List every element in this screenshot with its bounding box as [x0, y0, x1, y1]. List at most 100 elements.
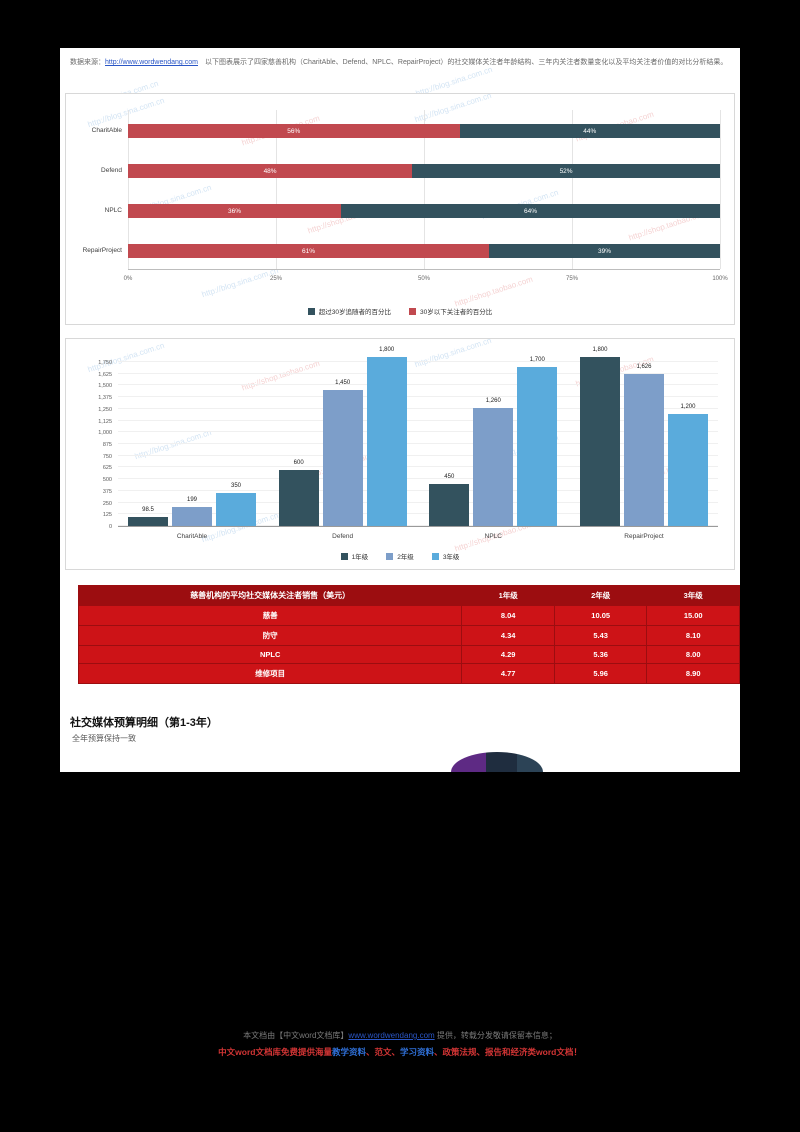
budget-pie-chart — [451, 752, 543, 772]
bar-row: CharitAble 56% 44% — [92, 124, 720, 138]
cell-value: 8.10 — [646, 625, 740, 646]
bar-value-label: 1,450 — [335, 380, 351, 387]
cell-value: 5.36 — [553, 645, 648, 664]
bar-value-label: 56% — [287, 127, 301, 135]
legend-swatch-icon — [431, 552, 439, 560]
gridline — [118, 478, 718, 480]
cell-value: 15.00 — [646, 605, 740, 626]
bar-value-label: 52% — [559, 167, 573, 175]
bar: 1,700 — [517, 357, 558, 526]
bar-group: 98.5 199 350 CharitAble — [128, 483, 256, 540]
bar: 1,800 — [366, 347, 407, 526]
bar-group: 1,800 1,626 1,200 RepairProject — [579, 347, 708, 540]
y-tick-label: 1,500 — [98, 383, 112, 390]
text-segment: 教学资料 — [331, 1047, 366, 1057]
bar-segment: 39% — [489, 244, 720, 258]
bar-value-label: 1,700 — [529, 356, 545, 363]
document-page: http://blog.sina.com.cnhttp://shop.taoba… — [60, 48, 740, 772]
bar: 1,260 — [473, 398, 514, 526]
row-label: 慈善 — [77, 605, 463, 626]
y-tick-label: 875 — [102, 442, 112, 448]
bar: 199 — [172, 497, 212, 526]
legend-swatch-icon — [409, 307, 416, 315]
y-tick-label: 625 — [102, 465, 112, 472]
cell-value: 8.90 — [646, 663, 740, 684]
section-subtitle: 全年预算保持一致 — [72, 734, 136, 743]
cell-value: 4.77 — [461, 663, 555, 684]
y-tick-label: 125 — [102, 512, 112, 519]
gridline — [118, 372, 718, 374]
bar-value-label: 36% — [228, 207, 242, 215]
bar-group: 600 1,450 1,800 Defend — [278, 347, 407, 540]
legend-item: 超过30岁追随者的百分比 — [307, 306, 391, 316]
bar-value-label: 39% — [598, 247, 612, 255]
bar: 1,800 — [579, 347, 620, 526]
bar-row: RepairProject 61% 39% — [83, 244, 720, 258]
category-label: Defend — [101, 167, 122, 174]
follower-sales-table: 慈善机构的平均社交媒体关注者销售（美元） 1年级 2年级 3年级 慈善 8.04 10.… — [77, 585, 740, 684]
footer-line-2: 中文word文档库免费提供海量教学资料、范文、学习资料、政策法规、报告和经济类w… — [0, 1046, 800, 1058]
gridline — [118, 489, 718, 491]
chart-plot-area: CharitAble 56% 44% Defend 48% 52% NPLC 36% 64% Re… — [83, 110, 721, 270]
text-segment: 以下图表展示了四家慈善机构（CharitAble、Defend、NPLC、Rep… — [198, 59, 728, 66]
bar-segment: 61% — [128, 244, 490, 258]
bar: 450 — [429, 474, 470, 526]
bar: 1,626 — [623, 364, 664, 526]
y-tick-label: 500 — [102, 477, 112, 484]
legend-swatch-icon — [340, 552, 348, 560]
legend-label: 2年级 — [397, 554, 414, 561]
gridline — [572, 110, 573, 269]
bar-segment: 48% — [128, 164, 413, 178]
x-tick-label: 100% — [712, 276, 728, 282]
table-row: 慈善 8.04 10.05 15.00 — [77, 605, 740, 626]
cell-value: 10.05 — [553, 605, 648, 626]
column-header: 1年级 — [461, 585, 555, 606]
bar-value-label: 98.5 — [142, 506, 154, 513]
legend-swatch-icon — [386, 552, 394, 560]
gridline — [118, 384, 718, 386]
category-label: Defend — [332, 533, 354, 540]
legend-item: 1年级 — [340, 551, 368, 561]
bar-segment: 56% — [128, 124, 460, 138]
inline-link[interactable]: http://www.wordwendang.com — [105, 59, 198, 66]
gridline — [118, 466, 718, 468]
row-label: 防守 — [77, 625, 463, 646]
bar-segment: 52% — [412, 164, 720, 178]
section-title: 社交媒体预算明细（第1-3年） — [70, 717, 218, 729]
x-tick-label: 0% — [123, 276, 133, 282]
follower-count-chart: http://blog.sina.com.cn http://shop.taoba… — [65, 338, 735, 570]
cell-value: 5.43 — [553, 625, 648, 646]
legend-swatch-icon — [307, 307, 315, 315]
bar: 1,450 — [322, 380, 363, 526]
bar-value-label: 48% — [263, 167, 277, 175]
bar-segment: 64% — [341, 204, 720, 218]
gridline — [118, 501, 718, 503]
table-row: NPLC 4.29 5.36 8.00 — [77, 645, 740, 664]
bar-value-label: 1,800 — [379, 347, 395, 354]
text-segment: 提供，转载分发敬请保留本信息； — [434, 1031, 557, 1040]
category-label: NPLC — [104, 207, 122, 214]
cell-value: 4.29 — [461, 645, 555, 664]
inline-link[interactable]: www.wordwendang.com — [348, 1031, 435, 1040]
chart-legend: 超过30岁追随者的百分比 30岁以下关注者的百分比 — [66, 306, 734, 316]
cell-value: 8.04 — [461, 605, 555, 626]
bar-value-label: 600 — [293, 459, 304, 466]
x-tick-label: 75% — [565, 276, 579, 282]
bar-value-label: 61% — [302, 247, 316, 255]
chart-legend: 1年级 2年级 3年级 — [66, 551, 734, 561]
y-tick-label: 1,625 — [98, 371, 112, 378]
y-tick-label: 750 — [102, 453, 112, 460]
row-label: NPLC — [77, 645, 463, 664]
text-segment: 、范文、 — [365, 1047, 400, 1057]
bar-group: 450 1,260 1,700 NPLC — [429, 357, 558, 540]
gridline — [118, 525, 718, 526]
legend-label: 3年级 — [442, 554, 460, 561]
y-tick-label: 1,000 — [98, 430, 112, 437]
row-label: 维修项目 — [77, 663, 463, 684]
bar-row: Defend 48% 52% — [101, 164, 720, 178]
cell-value: 5.96 — [553, 663, 648, 684]
x-tick-label: 25% — [269, 276, 283, 282]
bar: 98.5 — [128, 507, 168, 526]
gridline — [118, 396, 718, 398]
y-tick-label: 0 — [108, 524, 112, 530]
